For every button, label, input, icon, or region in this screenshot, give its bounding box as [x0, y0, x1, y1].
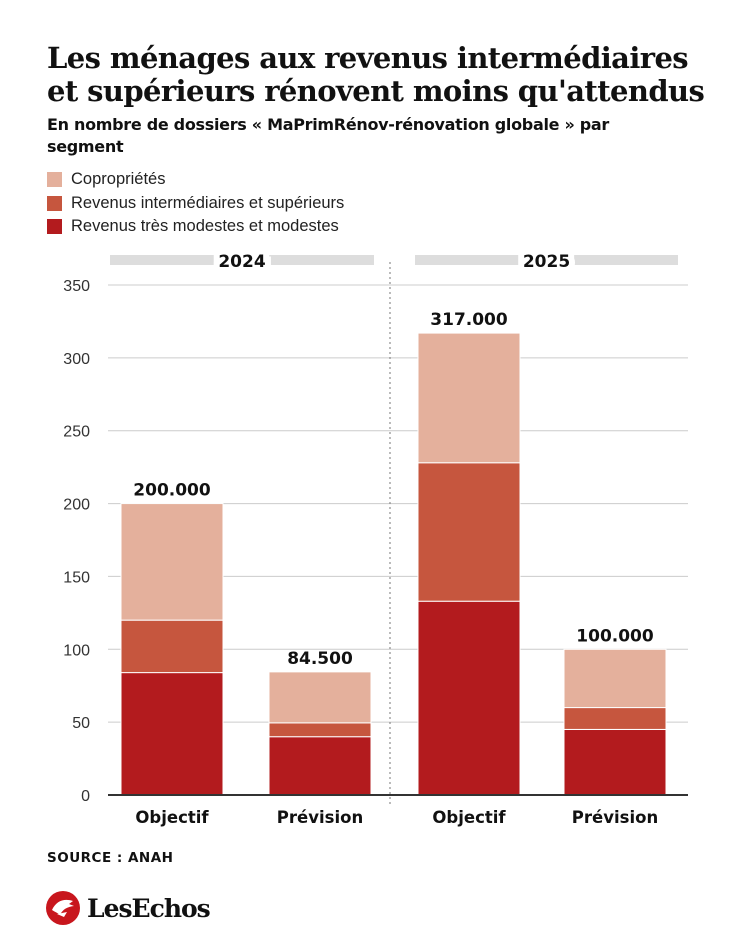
legend-swatch — [47, 172, 62, 188]
bar-total-label: 84.500 — [287, 649, 353, 669]
brand-wordmark: LesEchos — [87, 893, 211, 923]
bar-segment — [563, 707, 667, 730]
chart-subtitle: En nombre de dossiers « MaPrimRénov-réno… — [47, 115, 609, 156]
x-category-label: Objectif — [432, 808, 506, 827]
bar-segment — [417, 600, 521, 796]
source-note: SOURCE : ANAH — [47, 850, 174, 866]
y-tick-label: 350 — [63, 278, 90, 295]
y-tick-label: 150 — [63, 569, 90, 586]
bar-total-label: 200.000 — [133, 481, 211, 501]
bar-segment — [268, 722, 372, 738]
legend-swatch — [47, 219, 62, 235]
group-header-label: 2025 — [523, 252, 570, 272]
bar-segment — [268, 736, 372, 796]
bar-segment — [417, 462, 521, 602]
stacked-bar-chart: 0 50 100 150 200 250 300 350 2024 2025 200.000 Obje… — [63, 248, 688, 827]
bar-segment — [120, 503, 224, 621]
legend-label: Copropriétés — [71, 170, 166, 189]
bar-segment — [417, 332, 521, 464]
legend-item-revenus-modestes: Revenus très modestes et modestes — [47, 215, 344, 239]
x-category-label: Objectif — [135, 808, 209, 827]
legend-swatch — [47, 195, 62, 211]
chart-title: Les ménages aux revenus intermédiaires e… — [47, 41, 705, 108]
bar-segment — [120, 672, 224, 796]
bar-total-label: 100.000 — [576, 626, 654, 646]
y-tick-label: 50 — [72, 715, 90, 732]
brand-logo: LesEchos — [45, 890, 211, 926]
bar-segment — [120, 619, 224, 674]
bar-segment — [563, 728, 667, 796]
legend-label: Revenus intermédiaires et supérieurs — [71, 193, 345, 212]
y-tick-label: 0 — [81, 788, 90, 805]
group-header-bar — [415, 255, 678, 265]
legend: Copropriétés Revenus intermédiaires et s… — [47, 168, 344, 239]
y-tick-label: 100 — [63, 642, 90, 659]
group-header-bar — [110, 255, 374, 265]
bar-total-label: 317.000 — [430, 310, 508, 330]
bar-segment — [268, 671, 372, 724]
legend-item-coproprietes: Copropriétés — [47, 168, 344, 192]
les-echos-logo-icon — [46, 891, 80, 925]
y-tick-label: 250 — [63, 424, 90, 441]
bar-segment — [563, 648, 667, 709]
y-tick-label: 200 — [63, 497, 90, 514]
group-header-label: 2024 — [218, 252, 265, 272]
x-category-label: Prévision — [572, 808, 658, 827]
legend-label: Revenus très modestes et modestes — [71, 217, 339, 236]
x-category-label: Prévision — [277, 808, 363, 827]
legend-item-revenus-intermediaires: Revenus intermédiaires et supérieurs — [47, 192, 344, 216]
y-tick-label: 300 — [63, 351, 90, 368]
